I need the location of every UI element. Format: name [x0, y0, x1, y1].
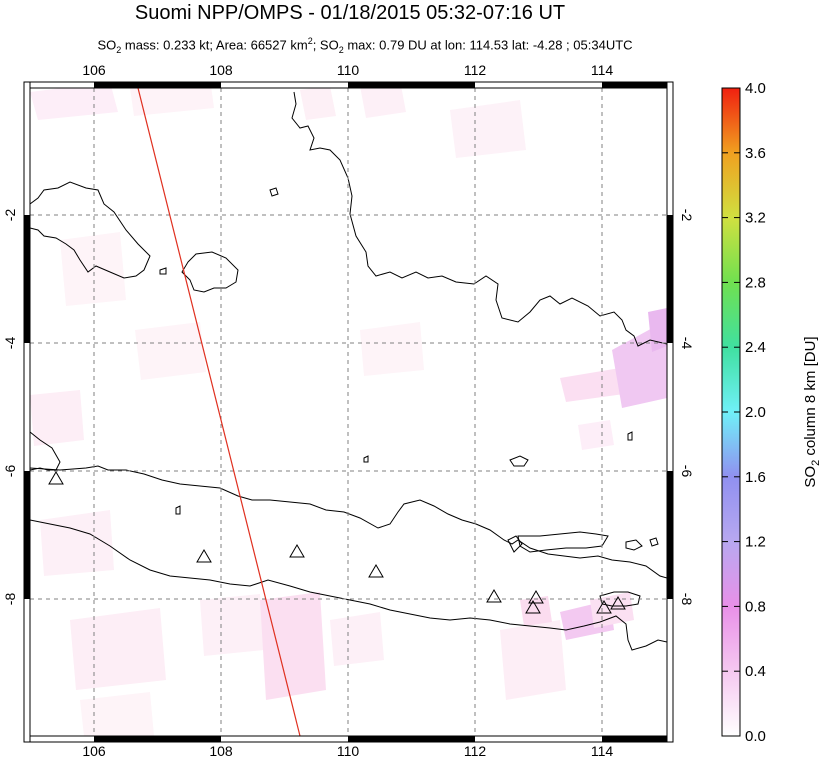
so2-pixel — [70, 608, 166, 690]
volcano-triangle — [48, 471, 64, 485]
lat-label: -4 — [2, 337, 18, 350]
so2-pixel — [260, 592, 326, 700]
lon-label: 112 — [464, 743, 487, 759]
lon-label: 106 — [82, 743, 106, 759]
volcano-triangle — [610, 596, 626, 610]
so2-pixel — [450, 100, 526, 158]
sumatra-coast — [30, 181, 151, 279]
colorbar-tick-label: 0.4 — [745, 663, 766, 680]
so2-pixel — [500, 620, 566, 700]
so2-retrieval-pixels — [30, 88, 667, 736]
coastlines — [30, 91, 667, 651]
lat-label: -6 — [679, 465, 695, 478]
small-island — [175, 505, 181, 515]
volcano-triangle — [525, 600, 541, 614]
java-north-coast — [30, 465, 667, 579]
colorbar-tick-label: 2.8 — [745, 274, 766, 291]
lat-labels-left: -2 -4 -6 -8 — [2, 209, 18, 606]
colorbar-tick-label: 0.0 — [745, 728, 766, 745]
colorbar-tick-label: 1.2 — [745, 534, 766, 551]
map-title: Suomi NPP/OMPS - 01/18/2015 05:32-07:16 … — [134, 2, 566, 24]
karimunjawa-island — [509, 455, 529, 467]
lon-label: 114 — [591, 62, 614, 78]
colorbar-tick-label: 1.6 — [745, 469, 766, 486]
so2-pixel — [360, 88, 406, 118]
graticule — [30, 88, 667, 736]
so2-pixel — [578, 420, 614, 450]
bali-island — [599, 591, 641, 607]
small-island — [507, 535, 523, 553]
bangka-island — [181, 251, 239, 293]
frame-scale-blocks — [24, 82, 673, 742]
lon-labels-top: 106 108 110 112 114 — [82, 62, 613, 78]
so2-pixel — [30, 390, 84, 446]
so2-pixel — [130, 88, 214, 116]
lat-label: -8 — [679, 593, 695, 606]
lat-label: -8 — [2, 593, 18, 606]
map-subtitle: SO2 mass: 0.233 kt; Area: 66527 km2; SO2… — [97, 36, 633, 55]
small-island — [363, 455, 369, 463]
colorbar-tick-label: 4.0 — [745, 80, 766, 97]
lat-labels-right: -2 -4 -6 -8 — [679, 209, 695, 606]
volcano-triangle — [528, 590, 544, 604]
volcano-triangle — [486, 589, 502, 603]
so2-pixel — [330, 612, 384, 666]
lon-label: 110 — [337, 62, 360, 78]
lon-label: 112 — [464, 62, 487, 78]
so2-pixel — [200, 594, 264, 656]
colorbar-tick-label: 2.4 — [745, 339, 766, 356]
lon-labels-bottom: 106 108 110 112 114 — [82, 743, 613, 759]
small-island — [649, 537, 659, 547]
lat-label: -2 — [679, 209, 695, 222]
orbit-track-line — [137, 87, 301, 737]
colorbar-tick-label: 3.6 — [745, 145, 766, 162]
lon-label: 108 — [209, 62, 233, 78]
java-south-coast — [30, 519, 667, 651]
so2-pixel — [30, 88, 118, 120]
colorbar-title: SO2 column 8 km [DU] — [802, 336, 822, 487]
lon-label: 108 — [209, 743, 233, 759]
colorbar-ticks: 0.0 0.4 0.8 1.2 1.6 2.0 2.4 2.8 3.2 3.6 4.0 — [722, 80, 766, 745]
lat-label: -6 — [2, 465, 18, 478]
colorbar-tick-label: 0.8 — [745, 598, 766, 615]
small-island — [269, 187, 279, 197]
colorbar: 0.0 0.4 0.8 1.2 1.6 2.0 2.4 2.8 3.2 3.6 4.0 SO2 co… — [721, 80, 822, 745]
volcano-triangle — [368, 564, 384, 578]
lat-label: -4 — [679, 337, 695, 350]
kalimantan-coast — [291, 91, 667, 347]
bawean-island — [625, 539, 643, 551]
volcano-markers — [48, 471, 626, 614]
so2-pixel — [300, 88, 336, 120]
so2-pixel — [520, 596, 552, 626]
colorbar-tick-label: 3.2 — [745, 210, 766, 227]
lon-label: 106 — [82, 62, 106, 78]
volcano-triangle — [196, 549, 212, 563]
volcano-triangle — [289, 544, 305, 558]
small-island — [627, 431, 633, 441]
lat-label: -2 — [2, 209, 18, 222]
lon-label: 110 — [337, 743, 360, 759]
small-island — [159, 267, 167, 275]
so2-pixel — [60, 232, 126, 306]
so2-pixel — [80, 692, 154, 736]
so2-pixel — [360, 322, 424, 376]
volcano-triangle — [596, 600, 612, 614]
so2-pixel — [560, 368, 624, 402]
so2-pixel — [135, 322, 206, 380]
lon-label: 114 — [591, 743, 614, 759]
map-panel: 106 108 110 112 114 106 108 110 112 114 … — [2, 62, 695, 759]
colorbar-tick-label: 2.0 — [745, 404, 766, 421]
so2-pixel — [40, 510, 114, 576]
